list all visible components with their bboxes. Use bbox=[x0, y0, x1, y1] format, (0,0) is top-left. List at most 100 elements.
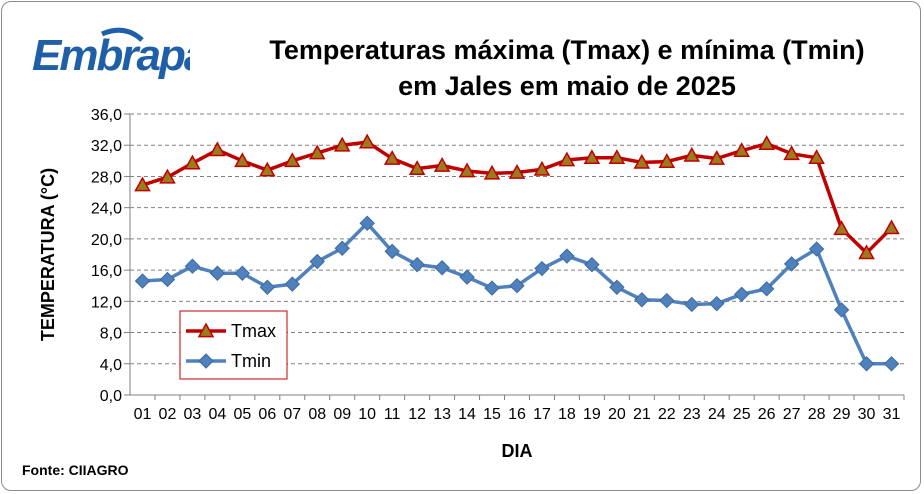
tmin-point bbox=[584, 256, 600, 273]
tmin-point bbox=[609, 279, 625, 295]
tmax-point bbox=[508, 163, 526, 179]
tmax-point bbox=[758, 135, 775, 151]
y-tick-label: 4,0 bbox=[100, 357, 122, 374]
tmax-point bbox=[284, 152, 301, 168]
y-tick-label: 24,0 bbox=[91, 201, 122, 218]
source-note: Fonte: CIIAGRO bbox=[22, 462, 129, 478]
tmax-point bbox=[633, 153, 651, 169]
legend-tmin-marker bbox=[198, 353, 214, 369]
y-tick-label: 8,0 bbox=[100, 326, 122, 343]
x-tick-label: 28 bbox=[808, 406, 826, 423]
chart-title-line1: Temperaturas máxima (Tmax) e mínima (Tmi… bbox=[269, 35, 865, 65]
x-tick-label: 21 bbox=[633, 406, 651, 423]
legend-tmax-label: Tmax bbox=[231, 321, 276, 341]
tmax-point bbox=[658, 153, 676, 168]
tmax-point bbox=[209, 141, 226, 157]
tmin-point bbox=[484, 280, 500, 296]
x-tick-label: 03 bbox=[184, 406, 202, 423]
x-tick-label: 07 bbox=[283, 406, 301, 423]
x-tick-label: 08 bbox=[308, 406, 326, 423]
tmax-point bbox=[733, 142, 750, 158]
tmin-point bbox=[434, 260, 450, 276]
tmax-point bbox=[483, 164, 501, 180]
series-tmin bbox=[134, 215, 900, 372]
tmin-point bbox=[359, 215, 375, 231]
tmax-point bbox=[583, 149, 601, 165]
tmin-point bbox=[184, 258, 201, 274]
y-tick-label: 36,0 bbox=[91, 107, 122, 124]
tmax-point bbox=[383, 149, 401, 165]
tmin-point bbox=[883, 356, 900, 372]
tmin-point bbox=[734, 286, 750, 303]
tmax-point bbox=[608, 149, 626, 165]
y-axis-title: TEMPERATURA (°C) bbox=[38, 168, 58, 341]
y-tick-label: 12,0 bbox=[91, 294, 122, 311]
embrapa-logo: Embrapa bbox=[32, 27, 190, 80]
x-tick-label: 25 bbox=[733, 406, 751, 423]
logo-wordmark: Embrapa bbox=[32, 31, 190, 80]
tmin-point bbox=[709, 295, 725, 312]
tmax-point bbox=[683, 146, 701, 162]
tmin-point bbox=[134, 273, 151, 289]
x-tick-label: 04 bbox=[208, 406, 226, 423]
x-tick-labels: 01 02 03 04 05 06 07 08 09 10 11 12 13 14 15 16 17 18 19 20… bbox=[134, 406, 901, 423]
x-tick-label: 12 bbox=[408, 406, 426, 423]
x-tick-label: 20 bbox=[608, 406, 626, 423]
tmax-point bbox=[333, 136, 351, 152]
tmin-point bbox=[384, 243, 400, 260]
y-tick-label: 28,0 bbox=[91, 169, 122, 186]
tmin-point bbox=[534, 260, 550, 277]
x-tick-label: 01 bbox=[134, 406, 152, 423]
tmax-point bbox=[533, 160, 551, 176]
tmin-point bbox=[409, 256, 425, 273]
x-tick-label: 29 bbox=[833, 406, 851, 423]
x-tick-label: 26 bbox=[758, 406, 776, 423]
x-tick-label: 10 bbox=[358, 406, 376, 423]
tmax-point bbox=[708, 149, 726, 165]
y-tick-label: 0,0 bbox=[100, 388, 122, 405]
tmin-point bbox=[758, 281, 775, 297]
tmin-point bbox=[858, 356, 875, 372]
tmin-point bbox=[559, 248, 575, 264]
tmin-point bbox=[808, 241, 825, 257]
tmin-point bbox=[234, 265, 251, 281]
tmin-point bbox=[833, 302, 850, 318]
tmin-point bbox=[659, 292, 675, 309]
tmin-point bbox=[459, 269, 475, 285]
tmax-point bbox=[458, 162, 476, 178]
tmin-point bbox=[509, 278, 525, 294]
x-tick-label: 14 bbox=[458, 406, 476, 423]
tmax-point bbox=[234, 152, 251, 168]
tmin-point bbox=[284, 276, 300, 292]
tmin-point bbox=[159, 271, 176, 288]
x-tick-label: 05 bbox=[233, 406, 251, 423]
x-axis-title: DIA bbox=[502, 441, 533, 461]
tmax-point bbox=[783, 145, 800, 161]
tmax-point bbox=[184, 154, 201, 170]
tmax-point bbox=[433, 156, 451, 172]
x-tick-label: 31 bbox=[883, 406, 901, 423]
tmax-point bbox=[159, 168, 176, 184]
tmax-point bbox=[808, 149, 825, 165]
tmax-point bbox=[259, 161, 276, 177]
tmin-point bbox=[309, 253, 325, 270]
x-tick-label: 27 bbox=[783, 406, 801, 423]
x-tick-label: 02 bbox=[159, 406, 177, 423]
tmax-line bbox=[141, 140, 893, 255]
legend-box bbox=[179, 310, 288, 380]
x-tick-label: 24 bbox=[708, 406, 726, 423]
x-tick-label: 17 bbox=[533, 406, 551, 423]
tmin-point bbox=[334, 240, 350, 256]
x-tick-label: 09 bbox=[333, 406, 351, 423]
chart-title: Temperaturas máxima (Tmax) e mínima (Tmi… bbox=[232, 32, 902, 104]
y-tick-label: 32,0 bbox=[91, 138, 122, 155]
tmax-point bbox=[358, 133, 376, 149]
tmax-point bbox=[308, 144, 326, 160]
y-tick-label: 16,0 bbox=[91, 263, 122, 280]
x-tick-label: 16 bbox=[508, 406, 526, 423]
tmax-point bbox=[408, 160, 426, 175]
legend-tmin-label: Tmin bbox=[231, 351, 271, 371]
y-tick-label: 20,0 bbox=[91, 232, 122, 249]
x-tick-label: 13 bbox=[433, 406, 451, 423]
x-tick-label: 18 bbox=[558, 406, 576, 423]
